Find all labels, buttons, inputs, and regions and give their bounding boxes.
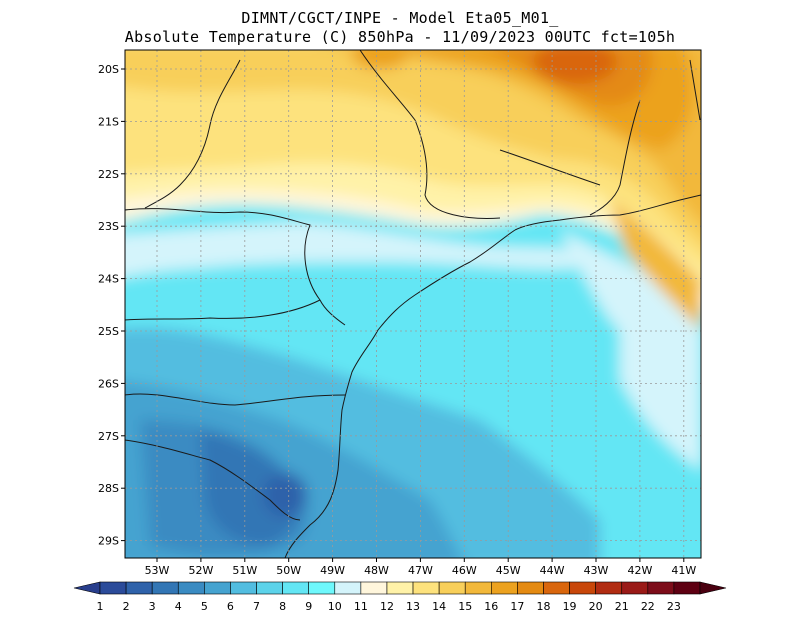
lon-label: 48W <box>364 564 389 577</box>
lat-label: 27S <box>98 430 119 443</box>
lat-label: 20S <box>98 63 119 76</box>
colorbar-label: 14 <box>432 600 446 613</box>
lat-label: 24S <box>98 273 119 286</box>
colorbar-label: 2 <box>123 600 130 613</box>
colorbar-label: 21 <box>615 600 629 613</box>
colorbar <box>73 581 727 595</box>
colorbar-label: 11 <box>354 600 368 613</box>
lon-label: 41W <box>671 564 696 577</box>
colorbar-swatch <box>412 581 440 595</box>
colorbar-swatch <box>595 581 623 595</box>
colorbar-label: 19 <box>563 600 577 613</box>
colorbar-swatch <box>464 581 492 595</box>
latitude-labels: 20S 21S 22S 23S 24S 25S 26S 27S 28S 29S <box>98 63 125 548</box>
colorbar-swatch <box>230 581 257 595</box>
lat-label: 23S <box>98 220 119 233</box>
colorbar-label: 8 <box>279 600 286 613</box>
colorbar-label: 4 <box>175 600 182 613</box>
colorbar-swatch <box>438 581 466 595</box>
lat-label: 28S <box>98 482 119 495</box>
colorbar-label: 10 <box>328 600 342 613</box>
colorbar-label: 3 <box>149 600 156 613</box>
colorbar-label: 20 <box>589 600 603 613</box>
colorbar-swatch <box>621 581 649 595</box>
colorbar-label: 23 <box>667 600 681 613</box>
colorbar-overflow-arrow <box>699 581 727 595</box>
colorbar-swatch <box>647 581 675 595</box>
title-line-1: DIMNT/CGCT/INPE - Model Eta05_M01_ <box>241 9 559 27</box>
colorbar-swatch <box>177 581 205 595</box>
colorbar-label: 1 <box>97 600 104 613</box>
lon-label: 42W <box>627 564 652 577</box>
lon-label: 52W <box>188 564 213 577</box>
colorbar-label: 22 <box>641 600 655 613</box>
colorbar-swatch <box>204 581 231 595</box>
colorbar-swatch <box>308 581 336 595</box>
plot-frame <box>124 49 702 559</box>
colorbar-label: 12 <box>380 600 394 613</box>
colorbar-label: 6 <box>227 600 234 613</box>
colorbar-swatch <box>360 581 388 595</box>
colorbar-swatch <box>125 581 153 595</box>
colorbar-swatch <box>386 581 414 595</box>
lon-label: 51W <box>232 564 257 577</box>
colorbar-swatch <box>334 581 362 595</box>
colorbar-label: 15 <box>458 600 472 613</box>
lon-label: 50W <box>276 564 301 577</box>
colorbar-swatch <box>151 581 179 595</box>
colorbar-label: 13 <box>406 600 420 613</box>
lon-label: 44W <box>540 564 565 577</box>
lat-label: 26S <box>98 377 119 390</box>
colorbar-label: 17 <box>510 600 524 613</box>
longitude-labels: 53W 52W 51W 50W 49W 48W 47W 46W 45W 44W 43W 42W 41W <box>145 558 696 577</box>
colorbar-label: 18 <box>536 600 550 613</box>
colorbar-labels: 1 2 3 4 5 6 7 8 9 10 11 12 13 14 15 16 17 18 19 20 21 22 23 <box>97 600 681 613</box>
colorbar-label: 16 <box>484 600 498 613</box>
lon-label: 53W <box>145 564 170 577</box>
colorbar-label: 9 <box>305 600 312 613</box>
lon-label: 46W <box>452 564 477 577</box>
colorbar-label: 7 <box>253 600 260 613</box>
colorbar-swatch <box>256 581 283 595</box>
lat-lon-grid <box>125 50 701 558</box>
lon-label: 47W <box>408 564 433 577</box>
lat-label: 25S <box>98 325 119 338</box>
coastline-borders <box>125 50 701 558</box>
colorbar-underflow-arrow <box>73 581 101 595</box>
lon-label: 45W <box>496 564 521 577</box>
colorbar-swatch <box>491 581 518 595</box>
colorbar-swatch <box>517 581 544 595</box>
colorbar-swatch <box>569 581 596 595</box>
lat-label: 22S <box>98 168 119 181</box>
colorbar-swatch <box>543 581 570 595</box>
colorbar-swatch <box>99 581 127 595</box>
lon-label: 43W <box>584 564 609 577</box>
lat-label: 21S <box>98 115 119 128</box>
title-line-2: Absolute Temperature (C) 850hPa - 11/09/… <box>124 28 676 46</box>
lat-label: 29S <box>98 535 119 548</box>
colorbar-swatch <box>282 581 309 595</box>
lon-label: 49W <box>320 564 345 577</box>
colorbar-label: 5 <box>201 600 208 613</box>
colorbar-swatch <box>673 581 701 595</box>
